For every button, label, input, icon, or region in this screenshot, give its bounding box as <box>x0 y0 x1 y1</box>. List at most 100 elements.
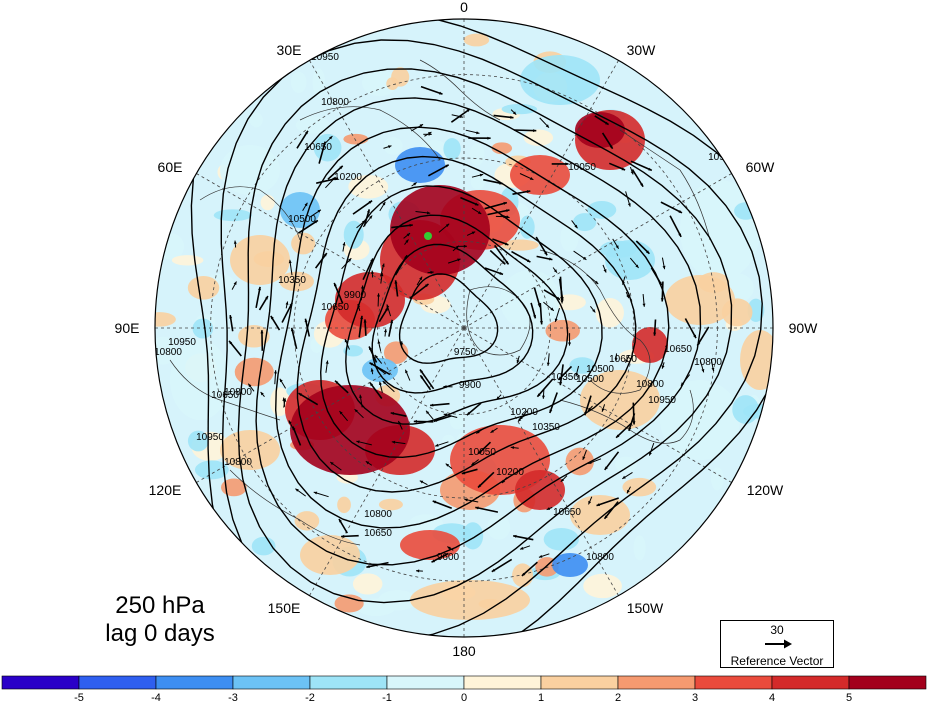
wind-vector <box>369 382 383 399</box>
wind-vector-head <box>512 111 517 115</box>
wind-vector-head <box>432 500 437 504</box>
wind-vector-head <box>545 124 549 128</box>
lon-label-120e: 120E <box>149 482 182 498</box>
wind-vector-head <box>339 411 343 415</box>
wind-vector-head <box>603 269 607 273</box>
wind-vector-head <box>335 380 339 384</box>
contour-label: 10350 <box>532 422 560 433</box>
wind-vector <box>333 282 344 304</box>
wind-vector-head <box>554 318 558 322</box>
wind-vector <box>431 552 449 563</box>
wind-vector-head <box>526 259 531 263</box>
wind-vector-head <box>370 368 374 372</box>
wind-vector-head <box>339 165 343 170</box>
wind-vector-head <box>288 420 292 424</box>
contour-label: 10650 <box>364 528 392 539</box>
wind-vector-head <box>513 534 517 538</box>
wind-vector-head <box>426 211 431 215</box>
wind-vector-head <box>360 315 364 320</box>
pressure-level: 250 hPa <box>115 592 205 619</box>
wind-vector-head <box>526 190 531 194</box>
wind-vector-head <box>627 203 631 207</box>
wind-vector-head <box>542 395 545 399</box>
contour-line <box>220 39 763 637</box>
colorbar-swatch <box>309 675 388 690</box>
wind-vector-head <box>274 370 277 374</box>
colorbar-swatch <box>386 675 465 690</box>
wind-vector-head <box>642 303 646 307</box>
colorbar-tick-label: -1 <box>382 692 392 702</box>
wind-vector-head <box>378 381 382 385</box>
wind-vector-head <box>377 340 381 344</box>
lon-label-120w: 120W <box>747 482 784 498</box>
wind-vector-head <box>413 419 417 423</box>
wind-vector-head <box>560 297 564 301</box>
wind-vector-head <box>348 258 352 262</box>
wind-vector-head <box>405 239 409 243</box>
wind-vector-head <box>471 462 475 466</box>
wind-vector-head <box>394 280 398 284</box>
colorbar-tick-label: 4 <box>769 692 775 702</box>
wind-vector-head <box>658 281 662 286</box>
wind-vector-head <box>386 304 390 308</box>
wind-vector <box>630 160 653 172</box>
contour-labels: 1095010800106501050010350102009900106501… <box>155 52 736 563</box>
wind-vector <box>484 201 508 210</box>
reference-vector-label: Reference Vector <box>730 654 824 668</box>
wind-vector-head <box>369 215 373 219</box>
wind-vector <box>432 500 452 510</box>
colorbar-swatch <box>848 675 927 690</box>
wind-vector-head <box>660 298 664 302</box>
wind-vector-head <box>365 461 370 465</box>
wind-vector-head <box>626 294 629 299</box>
wind-vector <box>513 129 537 132</box>
contour-label: 10650 <box>664 344 692 355</box>
wind-vector-head <box>582 456 586 460</box>
contour-line <box>274 126 670 529</box>
lon-label-30w: 30W <box>627 42 657 58</box>
lon-label-150w: 150W <box>627 600 664 616</box>
wind-vector-head <box>464 498 468 502</box>
wind-vector <box>631 168 644 188</box>
wind-vector-head <box>627 489 630 494</box>
wind-vector-head <box>701 369 705 373</box>
contour-label: 10650 <box>553 507 581 518</box>
wind-vector-head <box>258 286 261 291</box>
wind-vector-head <box>604 515 608 519</box>
wind-vector <box>281 302 293 323</box>
contour-label: 10800 <box>321 97 349 108</box>
wind-vector <box>669 215 682 238</box>
wind-vector <box>394 254 408 276</box>
wind-vector-head <box>477 211 482 214</box>
wind-vector-head <box>443 385 447 389</box>
wind-vector <box>684 318 697 339</box>
wind-vector-head <box>445 223 450 227</box>
wind-vector-head <box>439 91 443 95</box>
wind-vector-head <box>506 215 510 219</box>
wind-vector-head <box>370 382 374 387</box>
wind-vector-head <box>419 276 423 281</box>
wind-vector-head <box>447 546 451 550</box>
wind-vector-head <box>370 270 374 274</box>
wind-vector-head <box>621 167 626 171</box>
lon-label-30e: 30E <box>277 42 302 58</box>
wind-vector <box>549 392 558 414</box>
wind-vector-head <box>490 429 494 433</box>
contour-label: 10200 <box>496 467 524 478</box>
wind-vector-head <box>568 342 572 346</box>
wind-vector-head <box>369 346 372 350</box>
wind-vector-head <box>466 109 470 113</box>
wind-vector-head <box>499 181 503 185</box>
wind-vector-head <box>260 330 264 334</box>
wind-vector <box>475 506 499 513</box>
wind-vector-head <box>339 519 342 523</box>
wind-vector-head <box>693 334 696 339</box>
wind-vector <box>369 362 391 376</box>
wind-vector-head <box>384 329 387 333</box>
wind-vector <box>584 395 592 416</box>
wind-vector-head <box>478 450 482 454</box>
wind-vector-head <box>374 365 378 369</box>
wind-vector-head <box>305 130 308 135</box>
wind-vector-head <box>596 503 600 506</box>
